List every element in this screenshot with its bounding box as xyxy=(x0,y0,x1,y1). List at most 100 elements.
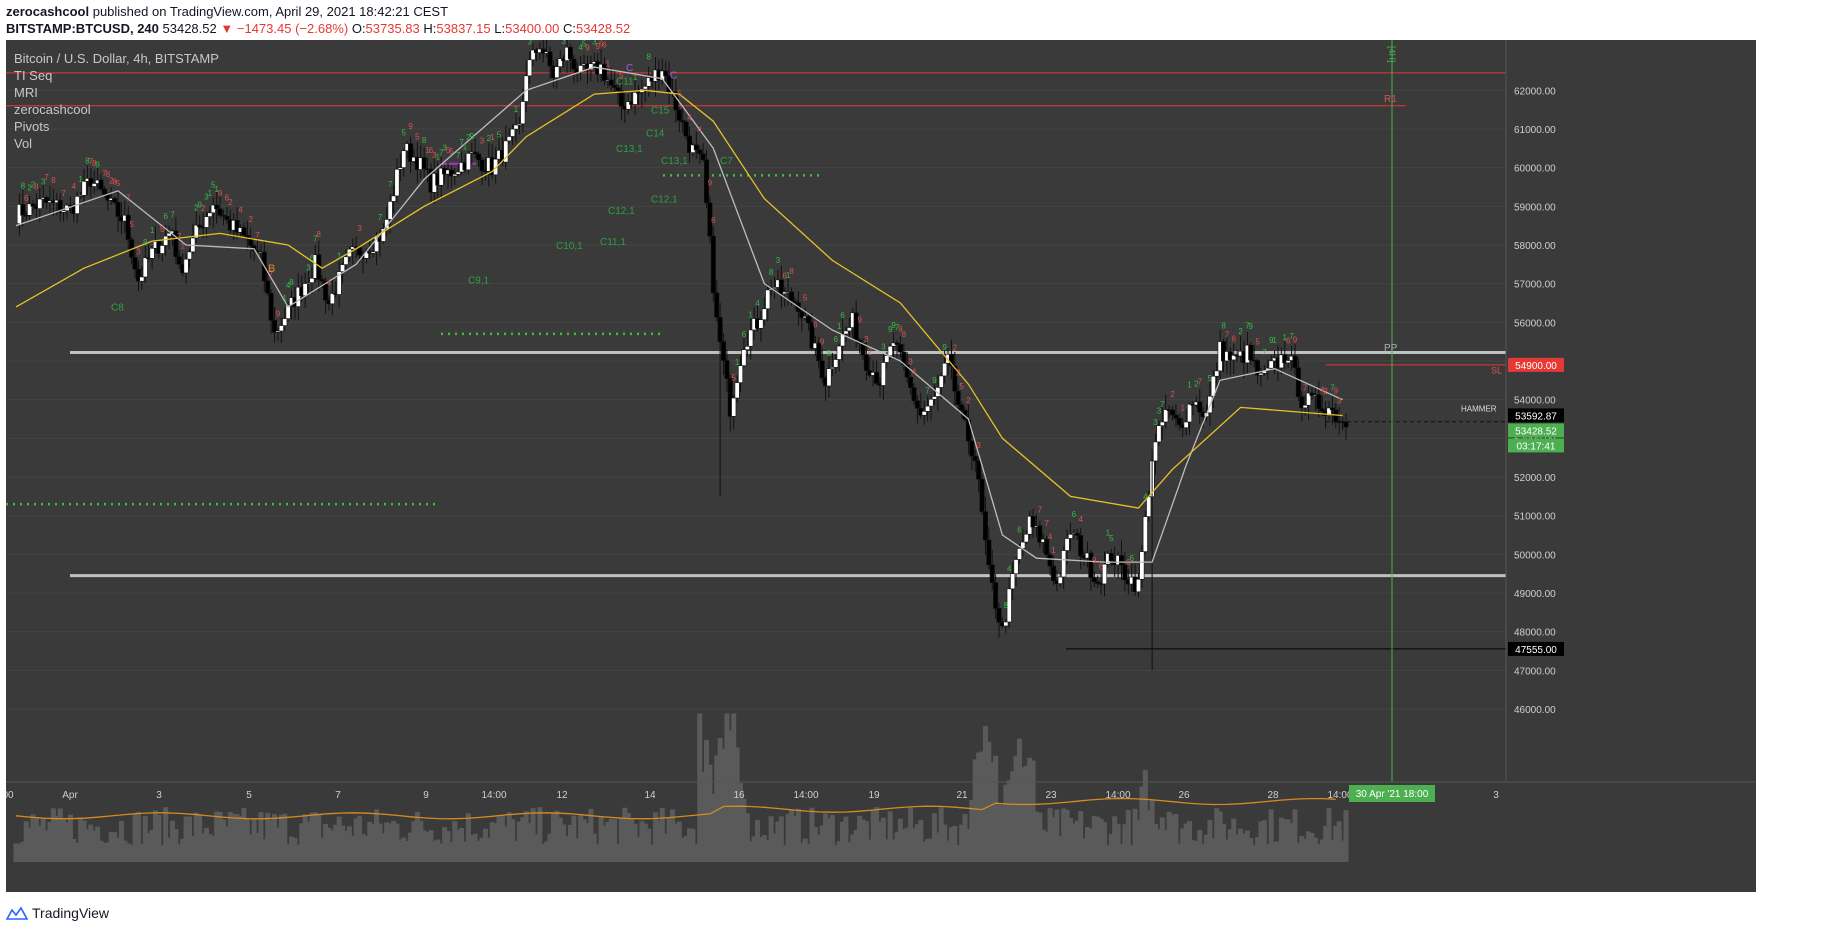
volume-bar xyxy=(584,823,590,862)
volume-bar xyxy=(1217,811,1223,862)
volume-bar xyxy=(469,834,475,862)
seq-count: 1 xyxy=(606,60,611,69)
volume-bar xyxy=(394,823,400,862)
seq-count: 3 xyxy=(432,151,437,160)
candle-up xyxy=(1010,573,1016,590)
volume-bar xyxy=(1098,818,1104,862)
volume-bar xyxy=(598,817,604,862)
candle-down xyxy=(704,159,710,204)
legend-indicator[interactable]: TI Seq xyxy=(14,68,53,83)
volume-bar xyxy=(969,799,975,862)
volume-bar xyxy=(261,839,267,862)
volume-bar xyxy=(1159,817,1165,862)
volume-bar xyxy=(965,828,971,862)
candle-down xyxy=(717,316,723,342)
volume-bar xyxy=(591,833,597,862)
candle-up xyxy=(343,256,349,265)
volume-bar xyxy=(1336,821,1342,862)
seq-count: 1 xyxy=(633,73,638,82)
volume-bar xyxy=(816,834,822,862)
candle-down xyxy=(894,342,900,345)
seq-count: 6 xyxy=(1286,337,1291,346)
seq-count: 4 xyxy=(912,367,917,376)
volume-bar xyxy=(363,835,369,862)
seq-count: 2 xyxy=(228,198,233,207)
seq-count: 4 xyxy=(286,281,291,290)
legend-indicator[interactable]: Pivots xyxy=(14,119,50,134)
volume-bar xyxy=(23,821,29,862)
seq-count: 6 xyxy=(602,41,607,50)
volume-bar xyxy=(1180,828,1186,862)
volume-bar xyxy=(176,844,182,862)
volume-bar xyxy=(479,837,485,862)
volume-bar xyxy=(550,812,556,862)
volume-bar xyxy=(986,741,992,862)
seq-count: 8 xyxy=(112,177,117,186)
seq-count: 7 xyxy=(378,213,383,222)
volume-bar xyxy=(125,843,131,862)
volume-bar xyxy=(1023,765,1029,862)
candle-up xyxy=(27,203,33,216)
candle-down xyxy=(904,364,910,378)
candle-up xyxy=(78,195,84,197)
volume-bar xyxy=(680,837,686,862)
volume-bar xyxy=(581,819,587,862)
candle-up xyxy=(37,198,43,209)
volume-bar xyxy=(1156,829,1162,862)
candle-down xyxy=(1299,396,1305,409)
volume-bar xyxy=(755,819,761,862)
volume-bar xyxy=(397,839,403,862)
candle-up xyxy=(513,124,519,130)
candle-up xyxy=(935,387,941,397)
price-tick-label: 60000.00 xyxy=(1514,164,1556,175)
volume-bar xyxy=(782,844,788,862)
candle-up xyxy=(397,167,403,170)
volume-bar xyxy=(27,827,33,862)
candle-down xyxy=(676,109,682,121)
volume-bar xyxy=(976,752,982,862)
candle-down xyxy=(44,197,50,203)
volume-bar xyxy=(727,730,733,862)
volume-bar xyxy=(646,828,652,862)
volume-bar xyxy=(1132,808,1138,862)
candle-up xyxy=(207,212,213,217)
volume-bar xyxy=(989,761,995,862)
legend-indicator[interactable]: Vol xyxy=(14,136,33,151)
candle-down xyxy=(897,344,903,353)
seq-count: 6 xyxy=(1099,563,1104,572)
volume-bar xyxy=(1278,817,1284,862)
volume-bar xyxy=(799,842,805,862)
tradingview-logo[interactable]: TradingView xyxy=(6,902,109,924)
legend-indicator[interactable]: MRI xyxy=(14,85,38,100)
seq-count: 2 xyxy=(109,176,114,185)
volume-bar xyxy=(1061,808,1067,862)
volume-bar xyxy=(340,825,346,862)
volume-bar xyxy=(1125,809,1131,862)
volume-bar xyxy=(428,830,434,862)
candle-down xyxy=(1197,401,1203,413)
c-label: C14 xyxy=(646,129,665,140)
seq-count: 2 xyxy=(868,347,873,356)
candle-up xyxy=(829,367,835,369)
candle-down xyxy=(993,582,999,609)
candle-down xyxy=(1343,421,1349,428)
volume-bar xyxy=(690,828,696,862)
candle-up xyxy=(336,271,342,295)
seq-count: 9 xyxy=(1293,335,1298,344)
volume-bar xyxy=(829,815,835,862)
publisher-name[interactable]: zerocashcool xyxy=(6,4,90,19)
seq-count: 4 xyxy=(578,43,583,52)
candle-down xyxy=(176,256,182,265)
seq-count: 8 xyxy=(1221,321,1226,330)
volume-bar xyxy=(350,836,356,862)
volume-bar xyxy=(840,821,846,862)
volume-bar xyxy=(1187,821,1193,862)
seq-count: 6 xyxy=(1017,526,1022,535)
volume-bar xyxy=(806,844,812,862)
volume-bar xyxy=(231,813,237,862)
seq-count: 7 xyxy=(895,323,900,332)
legend-indicator[interactable]: zerocashcool xyxy=(14,102,91,117)
price-tag-label: 53592.87 xyxy=(1515,411,1557,422)
